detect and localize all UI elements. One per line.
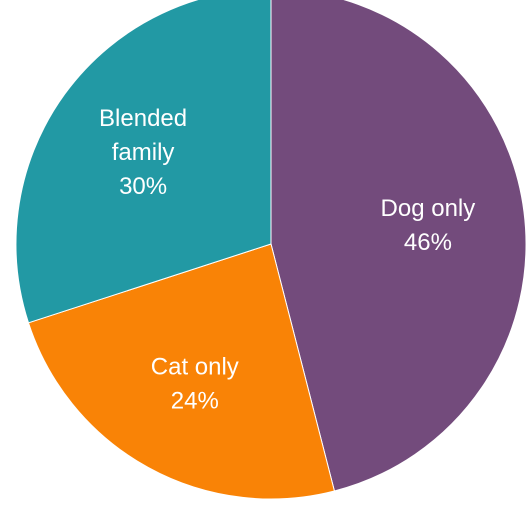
pie-slice-2 [15, 0, 272, 324]
slice-percent-label: 30% [119, 173, 167, 200]
slice-label-2: Blended family 30% [99, 105, 187, 200]
slice-labels: Dog only 46% Cat only 24% Blended family 30% [99, 105, 475, 414]
slice-percent-label: 46% [404, 229, 452, 256]
slice-label-0: Dog only 46% [381, 195, 476, 256]
slice-category-label: Blended [99, 105, 187, 132]
slice-category-label: Dog only [381, 195, 476, 222]
slice-category-label: family [112, 139, 175, 166]
slice-label-1: Cat only 24% [151, 354, 239, 415]
pie-slice-0 [270, 0, 527, 492]
slice-percent-label: 24% [171, 388, 219, 415]
slice-category-label: Cat only [151, 354, 239, 381]
pie-slice-1 [27, 243, 336, 500]
